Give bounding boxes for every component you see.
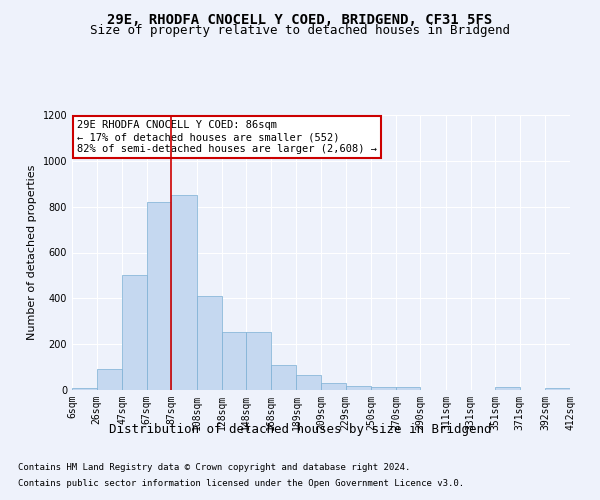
Text: 29E RHODFA CNOCELL Y COED: 86sqm
← 17% of detached houses are smaller (552)
82% : 29E RHODFA CNOCELL Y COED: 86sqm ← 17% o…	[77, 120, 377, 154]
Bar	[72, 388, 97, 390]
Bar	[122, 276, 147, 390]
Bar	[271, 365, 296, 390]
Bar	[545, 388, 570, 390]
Text: Contains HM Land Registry data © Crown copyright and database right 2024.: Contains HM Land Registry data © Crown c…	[18, 464, 410, 472]
Bar	[396, 386, 421, 390]
Bar	[197, 296, 221, 390]
Text: 29E, RHODFA CNOCELL Y COED, BRIDGEND, CF31 5FS: 29E, RHODFA CNOCELL Y COED, BRIDGEND, CF…	[107, 12, 493, 26]
Bar	[346, 386, 371, 390]
Bar	[147, 202, 172, 390]
Y-axis label: Number of detached properties: Number of detached properties	[27, 165, 37, 340]
Bar	[221, 332, 246, 390]
Bar	[172, 195, 197, 390]
Text: Size of property relative to detached houses in Bridgend: Size of property relative to detached ho…	[90, 24, 510, 37]
Text: Distribution of detached houses by size in Bridgend: Distribution of detached houses by size …	[109, 422, 491, 436]
Bar	[371, 386, 396, 390]
Bar	[495, 387, 520, 390]
Bar	[97, 370, 122, 390]
Text: Contains public sector information licensed under the Open Government Licence v3: Contains public sector information licen…	[18, 478, 464, 488]
Bar	[246, 332, 271, 390]
Bar	[296, 375, 321, 390]
Bar	[321, 383, 346, 390]
